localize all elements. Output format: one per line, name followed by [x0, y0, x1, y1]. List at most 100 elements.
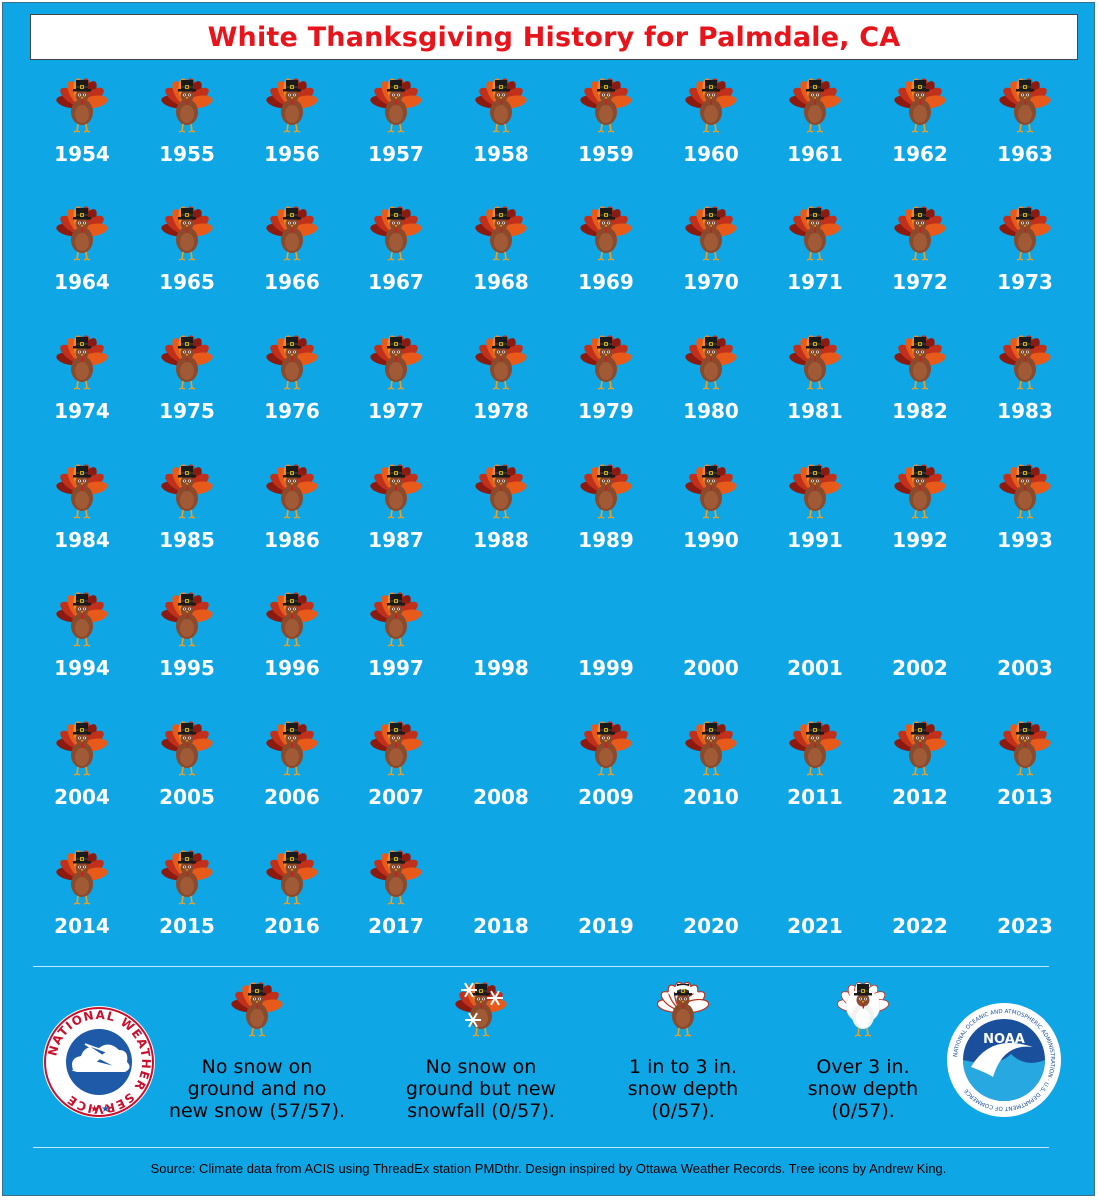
year-cell: 1971: [763, 204, 867, 304]
turkey-icon: [685, 333, 737, 391]
year-cell: 1981: [763, 333, 867, 433]
turkey-icon: [894, 333, 946, 391]
turkey-icon: [266, 76, 318, 134]
year-cell: 1980: [659, 333, 763, 433]
year-cell: 1996: [240, 590, 344, 690]
year-cell: 2006: [240, 719, 344, 819]
turkey-icon: [161, 590, 213, 648]
year-label: 2019: [578, 914, 634, 938]
year-cell: 1999: [554, 590, 658, 690]
year-label: 1993: [997, 528, 1053, 552]
svg-text:★: ★: [90, 1104, 99, 1115]
turkey-icon: [266, 590, 318, 648]
year-cell: 1956: [240, 76, 344, 176]
turkey-icon: [370, 76, 422, 134]
year-cell: 1979: [554, 333, 658, 433]
year-label: 1990: [683, 528, 739, 552]
year-cell: 1968: [449, 204, 553, 304]
year-label: 1996: [264, 656, 320, 680]
year-label: 1968: [473, 270, 529, 294]
year-label: 1967: [368, 270, 424, 294]
turkey-icon: [161, 462, 213, 520]
year-cell: 1997: [344, 590, 448, 690]
year-label: 1957: [368, 142, 424, 166]
year-label: 2002: [892, 656, 948, 680]
year-cell: 2001: [763, 590, 867, 690]
year-label: 1982: [892, 399, 948, 423]
page-title: White Thanksgiving History for Palmdale,…: [207, 21, 901, 53]
year-cell: 1983: [973, 333, 1077, 433]
year-cell: 1954: [30, 76, 134, 176]
year-label: 1963: [997, 142, 1053, 166]
turkey-icon: [999, 719, 1051, 777]
turkey-icon: [266, 333, 318, 391]
year-label: 2022: [892, 914, 948, 938]
year-cell: 1972: [868, 204, 972, 304]
year-label: 1958: [473, 142, 529, 166]
year-label: 2020: [683, 914, 739, 938]
turkey-snowflake-icon: [455, 982, 507, 1037]
title-box: White Thanksgiving History for Palmdale,…: [30, 14, 1078, 60]
year-label: 1972: [892, 270, 948, 294]
year-label: 2010: [683, 785, 739, 809]
year-label: 2023: [997, 914, 1053, 938]
year-label: 1954: [54, 142, 110, 166]
year-label: 1969: [578, 270, 634, 294]
legend-label: Over 3 in. snow depth (0/57).: [807, 1056, 919, 1122]
year-label: 1995: [159, 656, 215, 680]
year-cell: 1969: [554, 204, 658, 304]
turkey-icon: [894, 76, 946, 134]
nws-logo: NATIONAL WEATHER SERVICE ★ ★: [43, 1006, 155, 1118]
year-label: 2014: [54, 914, 110, 938]
year-label: 2001: [787, 656, 843, 680]
svg-text:★: ★: [101, 1104, 110, 1115]
year-label: 1965: [159, 270, 215, 294]
turkey-icon: [370, 590, 422, 648]
year-label: 2009: [578, 785, 634, 809]
year-cell: 1964: [30, 204, 134, 304]
year-label: 2017: [368, 914, 424, 938]
turkey-icon: [56, 848, 108, 906]
turkey-icon: [580, 462, 632, 520]
year-label: 1989: [578, 528, 634, 552]
turkey-icon: [685, 719, 737, 777]
year-label: 1961: [787, 142, 843, 166]
year-cell: 1973: [973, 204, 1077, 304]
year-label: 1986: [264, 528, 320, 552]
year-label: 1956: [264, 142, 320, 166]
year-cell: 1959: [554, 76, 658, 176]
turkey-icon: [475, 462, 527, 520]
turkey-icon: [580, 76, 632, 134]
year-cell: 2012: [868, 719, 972, 819]
turkey-icon: [789, 333, 841, 391]
year-cell: 2007: [344, 719, 448, 819]
year-label: 1973: [997, 270, 1053, 294]
turkey-heavy-snow-icon: [837, 981, 889, 1037]
year-cell: 1976: [240, 333, 344, 433]
turkey-icon: [685, 462, 737, 520]
year-cell: 2016: [240, 848, 344, 948]
turkey-icon: [894, 204, 946, 262]
year-label: 1978: [473, 399, 529, 423]
year-cell: 1966: [240, 204, 344, 304]
turkey-icon: [789, 719, 841, 777]
year-label: 1970: [683, 270, 739, 294]
divider-top: [33, 966, 1049, 967]
turkey-icon: [266, 462, 318, 520]
year-label: 1974: [54, 399, 110, 423]
year-cell: 2021: [763, 848, 867, 948]
year-cell: 2023: [973, 848, 1077, 948]
year-cell: 2013: [973, 719, 1077, 819]
year-cell: 1982: [868, 333, 972, 433]
turkey-icon: [370, 462, 422, 520]
source-note: Source: Climate data from ACIS using Thr…: [150, 1161, 947, 1176]
year-label: 1979: [578, 399, 634, 423]
year-cell: 2022: [868, 848, 972, 948]
turkey-icon: [56, 76, 108, 134]
year-cell: 1995: [135, 590, 239, 690]
year-cell: 2017: [344, 848, 448, 948]
year-label: 2005: [159, 785, 215, 809]
year-cell: 1998: [449, 590, 553, 690]
turkey-icon: [894, 719, 946, 777]
